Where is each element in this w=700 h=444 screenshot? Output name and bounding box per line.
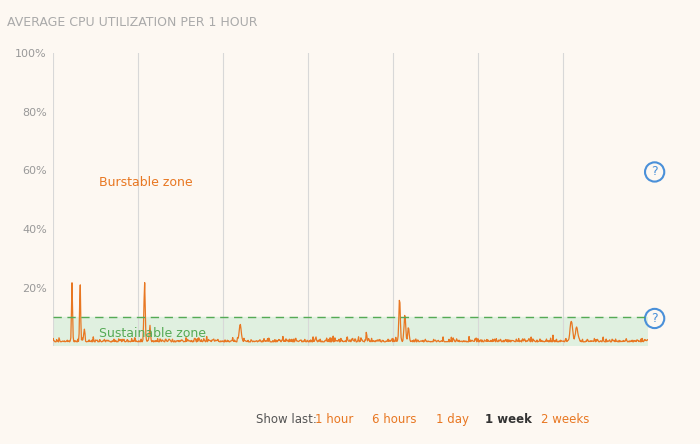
Text: 1 hour: 1 hour <box>315 413 354 426</box>
Text: 1 week: 1 week <box>484 413 531 426</box>
Text: Show last:: Show last: <box>256 413 316 426</box>
Text: 2 weeks: 2 weeks <box>541 413 589 426</box>
Text: AVERAGE CPU UTILIZATION PER 1 HOUR: AVERAGE CPU UTILIZATION PER 1 HOUR <box>7 16 258 28</box>
Text: Sustainable zone: Sustainable zone <box>99 327 206 340</box>
Text: 6 hours: 6 hours <box>372 413 416 426</box>
Text: ?: ? <box>651 166 658 178</box>
Text: 1 day: 1 day <box>436 413 470 426</box>
Text: ?: ? <box>651 312 658 325</box>
Text: Burstable zone: Burstable zone <box>99 176 192 189</box>
Bar <box>52 317 648 346</box>
